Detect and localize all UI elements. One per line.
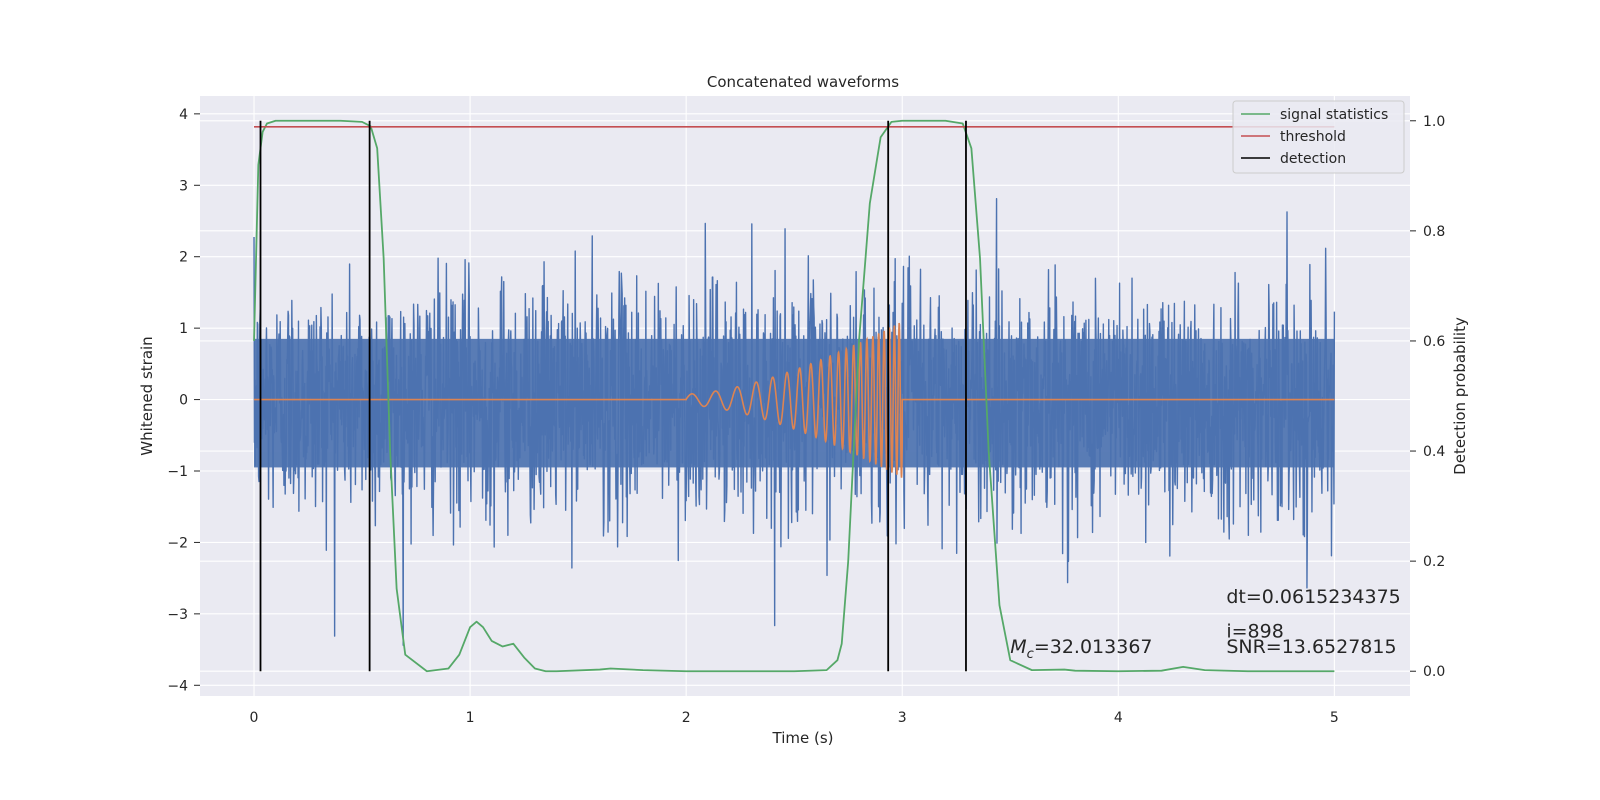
- y-tick-label: −4: [167, 678, 188, 694]
- y2-axis-label: Detection probability: [1451, 317, 1469, 475]
- legend-label-signal-statistics: signal statistics: [1280, 107, 1388, 123]
- y2-tick-label: 1.0: [1423, 114, 1445, 130]
- x-tick-label: 1: [466, 710, 475, 726]
- annotation-text: SNR=13.6527815: [1226, 636, 1396, 658]
- annotation-text: dt=0.0615234375: [1226, 586, 1400, 608]
- y2-tick-label: 0.8: [1423, 224, 1445, 240]
- x-tick-label: 5: [1330, 710, 1339, 726]
- chart-title: Concatenated waveforms: [707, 73, 899, 91]
- y2-tick-label: 0.2: [1423, 554, 1445, 570]
- y-tick-label: −2: [167, 535, 188, 551]
- legend-label-detection: detection: [1280, 151, 1346, 167]
- y-tick-label: 0: [179, 393, 188, 409]
- x-tick-label: 2: [682, 710, 691, 726]
- y-tick-label: 4: [179, 107, 188, 123]
- x-tick-label: 3: [898, 710, 907, 726]
- strain-series: [253, 197, 1336, 646]
- legend: signal statistics threshold detection: [1232, 100, 1405, 174]
- probability-series: [253, 119, 1335, 673]
- strain-core-band: [254, 338, 1335, 468]
- template-line: [254, 322, 1335, 478]
- annotation-text: i=898: [1226, 620, 1283, 642]
- template-series: [254, 322, 1335, 478]
- y2-tick-label: 0.0: [1423, 664, 1445, 680]
- legend-label-threshold: threshold: [1280, 129, 1346, 145]
- y-axis-label: Whitened strain: [138, 336, 156, 455]
- y2-tick-label: 0.4: [1423, 444, 1445, 460]
- x-axis-label: Time (s): [772, 729, 834, 747]
- x-tick-label: 0: [250, 710, 259, 726]
- axis-ticks: 0 1 2 3 4 5 −4 −3 −2 −1 0 1 2 3 4 0.0 0.2 0.4 0.6 0.8 1.0: [167, 107, 1445, 726]
- y-tick-label: 2: [179, 250, 188, 266]
- y-tick-label: −3: [167, 607, 188, 623]
- y-tick-label: 3: [179, 178, 188, 194]
- y-tick-label: 1: [179, 321, 188, 337]
- signal-statistics-line: [253, 119, 1335, 673]
- x-tick-label: 4: [1114, 710, 1123, 726]
- annotation-text: Mc=32.013367: [1010, 636, 1152, 662]
- y2-tick-label: 0.6: [1423, 334, 1445, 350]
- y-tick-label: −1: [167, 464, 188, 480]
- legend-box: [1232, 100, 1405, 174]
